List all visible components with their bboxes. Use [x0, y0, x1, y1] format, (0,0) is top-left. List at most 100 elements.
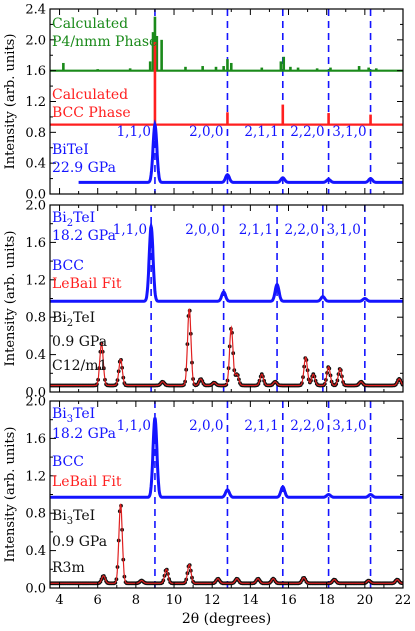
y-tick-label: 1.2	[25, 95, 46, 110]
y-axis-label: Intensity (arb. units)	[3, 427, 18, 563]
annotation-label: R3m	[52, 560, 85, 576]
y-tick-label: 0.0	[25, 386, 46, 401]
y-tick-label: 0.8	[25, 311, 46, 326]
x-tick-label: 6	[94, 593, 102, 608]
calc-peak	[155, 35, 159, 71]
annotation-label: Calculated	[52, 87, 128, 103]
calc-peak	[296, 67, 300, 71]
calc-peak	[374, 68, 378, 71]
x-tick-label: 4	[55, 593, 63, 608]
hkl-label: 3,1,0	[332, 418, 366, 434]
calc-peak	[128, 68, 132, 71]
hkl-label: 2,0,0	[189, 418, 223, 434]
hkl-label: 2,2,0	[285, 222, 319, 238]
y-axis-label: Intensity (arb. units)	[3, 231, 18, 367]
calc-peak	[160, 39, 163, 71]
y-tick-label: 2.0	[25, 33, 46, 48]
calc-peak	[367, 67, 370, 71]
hkl-label: 3,1,0	[332, 124, 366, 140]
x-tick-label: 18	[318, 593, 335, 608]
annotation-label: LeBail Fit	[52, 474, 122, 490]
x-tick-label: 20	[357, 593, 374, 608]
hkl-label: 2,1,1	[239, 222, 273, 238]
annotation-label: 18.2 GPa	[52, 228, 116, 244]
plot-area	[50, 401, 403, 588]
calc-peak	[148, 61, 152, 71]
annotation-label: P4/nmm Phase	[52, 34, 157, 50]
x-tick-label: 10	[166, 593, 183, 608]
calc-peak	[260, 67, 264, 71]
calc-peak	[96, 69, 100, 71]
annotation-label: Bi3TeI	[52, 508, 95, 527]
calc-peak	[201, 66, 204, 71]
hkl-label: 2,0,0	[189, 124, 223, 140]
series-measured	[50, 220, 403, 303]
series-calc_bcc	[50, 41, 403, 126]
annotation-label: Calculated	[52, 16, 128, 32]
series-fit	[50, 503, 403, 584]
panel-1: 0.0 0.4 0.8 1.2 1.6 2.0 2.4 Intensity (arb. uni…	[3, 3, 404, 203]
calc-peak	[357, 66, 361, 71]
y-tick-label: 0.4	[25, 544, 46, 559]
y-tick-label: 0.8	[25, 507, 46, 522]
x-tick-label: 14	[242, 593, 259, 608]
annotation-label: Bi2TeI	[52, 210, 95, 229]
annotation-label: BCC Phase	[52, 105, 131, 121]
calc-peak	[184, 66, 187, 71]
annotation-label: LeBail Fit	[52, 276, 122, 292]
annotation-label: 18.2 GPa	[52, 426, 116, 442]
series-measured	[50, 417, 403, 499]
y-tick-label: 0.4	[25, 348, 46, 363]
annotation-label: 22.9 GPa	[52, 160, 116, 176]
y-tick-label: 1.2	[25, 469, 46, 484]
y-tick-label: 2.0	[25, 395, 46, 410]
calc-peak	[229, 62, 233, 71]
hkl-label: 2,2,0	[290, 418, 324, 434]
annotation-label: C12/m1	[52, 358, 107, 374]
annotation-label: 0.9 GPa	[52, 334, 107, 350]
calc-peak	[327, 113, 330, 125]
hkl-label: 2,1,1	[244, 418, 278, 434]
y-tick-label: 1.6	[25, 236, 46, 251]
annotation-label: Bi3TeI	[52, 406, 95, 425]
plot-area	[50, 205, 403, 392]
y-tick-label: 2.0	[25, 199, 46, 214]
calc-peak	[214, 66, 218, 71]
calc-peak	[62, 62, 65, 71]
calc-peak	[226, 112, 229, 125]
hkl-label: 2,0,0	[185, 222, 219, 238]
x-tick-label: 16	[280, 593, 297, 608]
plot-area	[50, 9, 403, 194]
series-fit	[50, 308, 403, 387]
annotation-label: BiTeI	[52, 142, 89, 158]
y-tick-label: 0.0	[25, 582, 46, 597]
y-tick-label: 1.6	[25, 432, 46, 447]
calc-peak	[153, 41, 157, 125]
calc-peak	[289, 66, 292, 71]
y-tick-label: 0.8	[25, 126, 46, 141]
calc-peak	[226, 59, 229, 71]
y-axis-label: Intensity (arb. units)	[3, 34, 18, 170]
calc-peak	[222, 66, 225, 71]
hkl-label: 1,1,0	[117, 418, 151, 434]
annotation-label: Bi2TeI	[52, 310, 95, 329]
calc-peak	[315, 68, 319, 71]
annotation-label: 0.9 GPa	[52, 534, 107, 550]
calc-peak	[329, 67, 332, 71]
panel-2: 0.0 0.4 0.8 1.2 1.6 2.0 Intensity (arb. units)…	[3, 199, 404, 401]
annotation-label: BCC	[52, 258, 84, 274]
panel-3: 0.0 0.4 0.8 1.2 1.6 2.0 4 6 8 10 12 14 16 18 20 22 Inten…	[3, 395, 411, 628]
calc-peak	[281, 104, 285, 125]
hkl-label: 1,1,0	[117, 124, 151, 140]
y-tick-label: 0.4	[25, 157, 46, 172]
annotation-label: BCC	[52, 454, 84, 470]
y-tick-label: 1.2	[25, 273, 46, 288]
y-tick-label: 0.0	[25, 188, 46, 203]
hkl-label: 3,1,0	[326, 222, 360, 238]
x-tick-label: 22	[395, 593, 412, 608]
hkl-label: 1,1,0	[113, 222, 147, 238]
y-tick-label: 1.6	[25, 64, 46, 79]
x-tick-label: 12	[204, 593, 221, 608]
calc-peak	[369, 114, 372, 125]
